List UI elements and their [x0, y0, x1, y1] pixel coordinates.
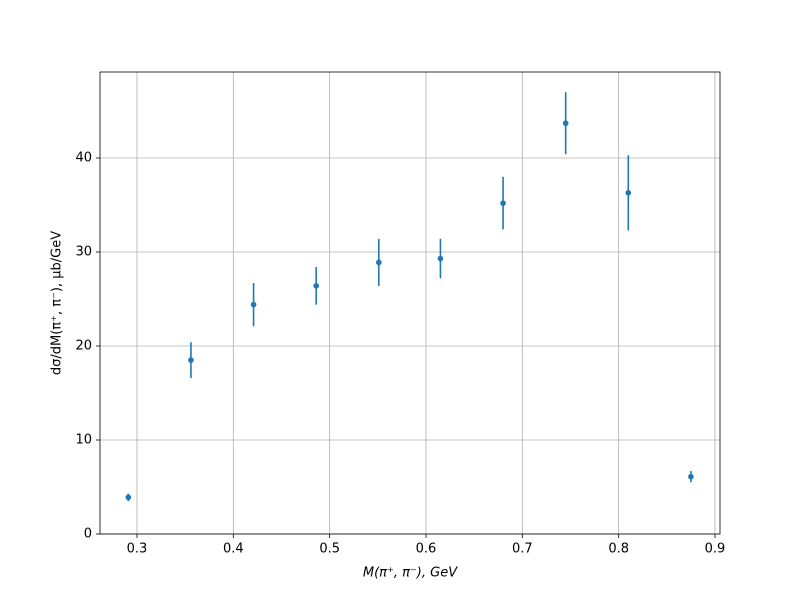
data-point: [688, 473, 694, 480]
y-tick-label: 0: [84, 527, 92, 542]
data-point: [562, 120, 569, 127]
x-tick-label: 0.7: [512, 542, 533, 557]
data-point: [313, 283, 319, 289]
x-tick-label: 0.5: [319, 542, 340, 557]
data-point: [250, 301, 257, 308]
data-point: [437, 255, 444, 262]
y-tick-label: 10: [75, 433, 92, 448]
data-point: [188, 357, 194, 363]
data-point: [375, 259, 382, 266]
x-tick-label: 0.8: [608, 542, 629, 557]
y-tick-label: 40: [75, 151, 92, 166]
data-point: [125, 494, 132, 501]
y-tick-label: 20: [75, 339, 92, 354]
x-tick-label: 0.4: [223, 542, 244, 557]
y-axis-label: dσ/dM(π⁺, π⁻), μb/GeV: [50, 231, 65, 375]
x-axis-label: M(π⁺, π⁻), GeV: [363, 566, 458, 581]
data-point: [500, 200, 506, 206]
x-tick-label: 0.3: [127, 542, 148, 557]
x-tick-label: 0.9: [705, 542, 726, 557]
y-tick-label: 30: [75, 245, 92, 260]
plot-frame: [99, 71, 721, 535]
x-tick-label: 0.6: [416, 542, 437, 557]
data-point: [625, 189, 632, 196]
